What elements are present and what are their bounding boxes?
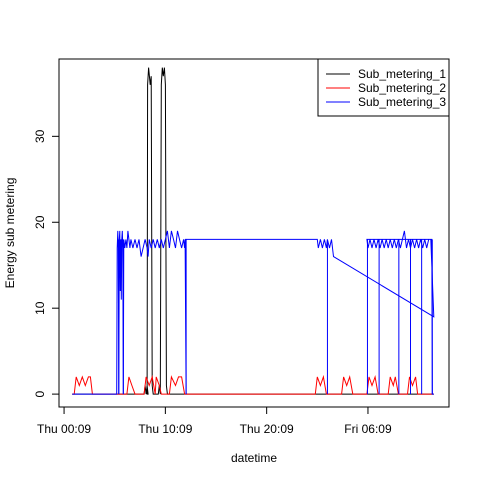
y-tick-label: 10: [33, 301, 47, 315]
y-tick-label: 20: [33, 215, 47, 229]
x-axis-title: datetime: [231, 451, 277, 465]
legend-label: Sub_metering_3: [358, 95, 446, 109]
x-axis: Thu 00:09 Thu 10:09 Thu 20:09 Fri 06:09: [37, 406, 392, 436]
y-axis-title: Energy sub metering: [3, 178, 17, 289]
legend: Sub_metering_1Sub_metering_2Sub_metering…: [317, 58, 449, 117]
y-axis: 0 10 20 30: [33, 129, 60, 397]
series-line-1: [72, 67, 434, 395]
series-layer: [72, 67, 435, 395]
x-tick-label: Fri 06:09: [344, 422, 392, 436]
x-tick-label: Thu 00:09: [37, 422, 91, 436]
legend-label: Sub_metering_1: [358, 67, 446, 81]
y-tick-label: 0: [33, 390, 47, 397]
series-line-3: [72, 230, 435, 395]
x-tick-label: Thu 10:09: [138, 422, 192, 436]
y-tick-label: 30: [33, 129, 47, 143]
legend-label: Sub_metering_2: [358, 81, 446, 95]
x-tick-label: Thu 20:09: [240, 422, 294, 436]
